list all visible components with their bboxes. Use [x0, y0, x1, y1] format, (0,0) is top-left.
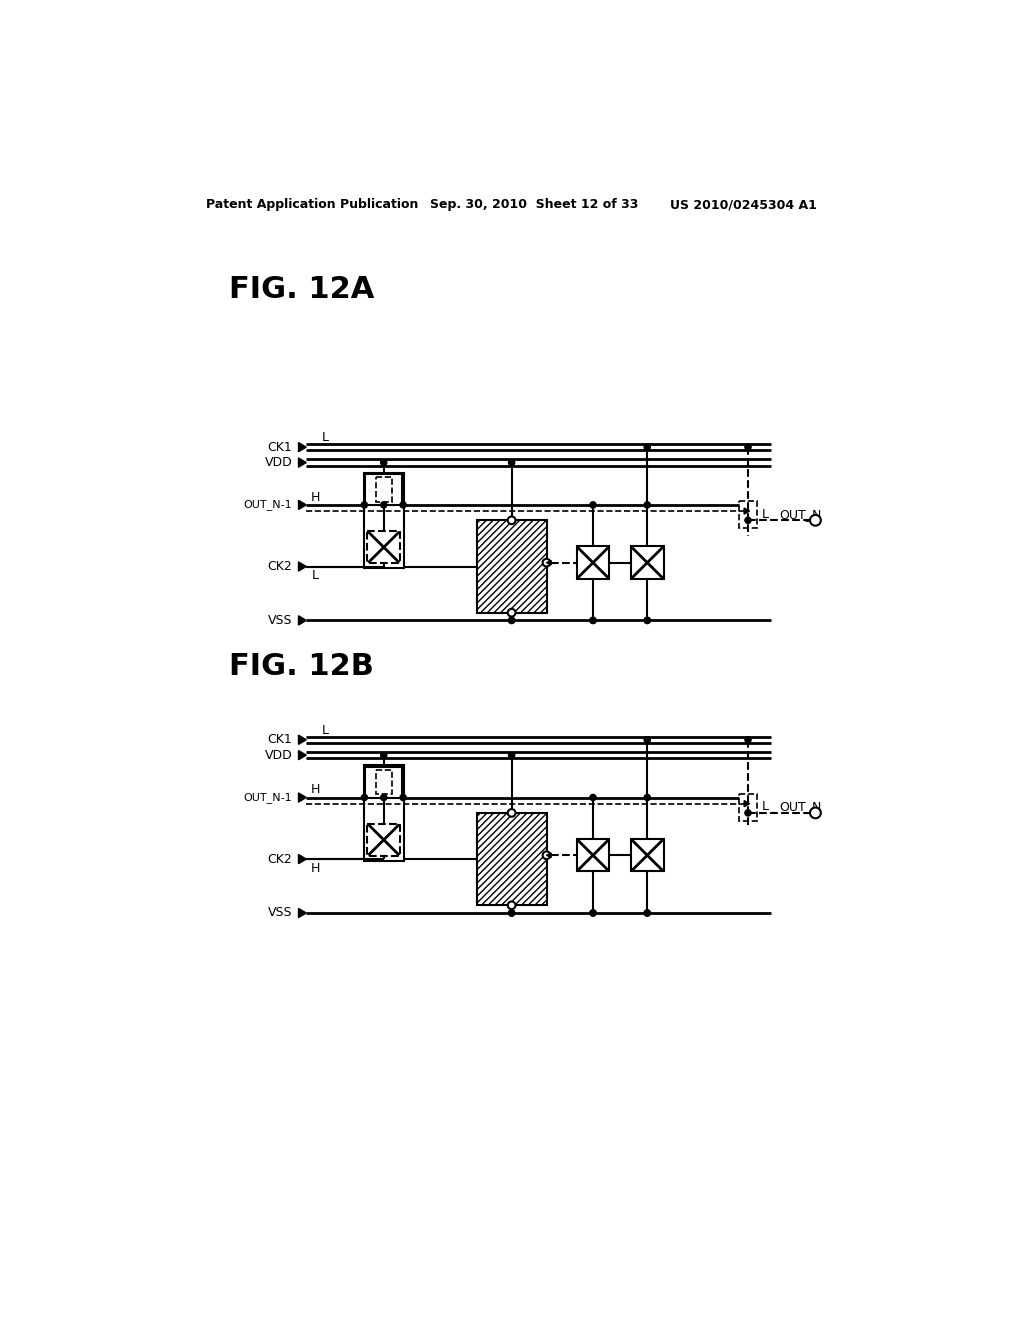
Bar: [577, 840, 609, 871]
Bar: [631, 840, 664, 871]
Circle shape: [400, 795, 407, 800]
Circle shape: [361, 502, 368, 508]
Circle shape: [509, 752, 515, 758]
Circle shape: [590, 618, 596, 623]
Text: US 2010/0245304 A1: US 2010/0245304 A1: [671, 198, 817, 211]
Text: FIG. 12A: FIG. 12A: [228, 275, 374, 304]
Polygon shape: [744, 800, 750, 807]
Circle shape: [543, 851, 550, 859]
Circle shape: [810, 808, 821, 818]
Circle shape: [644, 618, 650, 623]
Text: OUT_N: OUT_N: [779, 508, 821, 520]
Text: FIG. 12B: FIG. 12B: [228, 652, 374, 681]
Circle shape: [509, 909, 515, 916]
Polygon shape: [299, 442, 306, 451]
Polygon shape: [547, 853, 551, 858]
Text: CK2: CK2: [267, 560, 292, 573]
Polygon shape: [299, 615, 306, 626]
Text: L: L: [312, 569, 319, 582]
Circle shape: [543, 558, 550, 566]
Circle shape: [744, 809, 751, 816]
Circle shape: [508, 902, 515, 909]
Text: OUT_N: OUT_N: [779, 800, 821, 813]
Circle shape: [744, 737, 751, 743]
Text: OUT_N-1: OUT_N-1: [244, 499, 292, 511]
Bar: [477, 813, 547, 906]
Circle shape: [644, 795, 650, 800]
Text: L: L: [323, 432, 329, 445]
Bar: [739, 502, 757, 528]
Bar: [376, 478, 391, 502]
Bar: [376, 770, 391, 795]
Polygon shape: [299, 793, 306, 803]
Text: L: L: [323, 723, 329, 737]
Circle shape: [509, 618, 515, 623]
Text: CK1: CK1: [267, 441, 292, 454]
Bar: [368, 824, 400, 857]
Text: Sep. 30, 2010  Sheet 12 of 33: Sep. 30, 2010 Sheet 12 of 33: [430, 198, 639, 211]
Bar: [368, 531, 400, 564]
Circle shape: [644, 909, 650, 916]
Text: VDD: VDD: [264, 455, 292, 469]
Bar: [631, 546, 664, 578]
Bar: [477, 520, 547, 612]
Bar: [364, 473, 403, 568]
Polygon shape: [299, 458, 306, 467]
Text: H: H: [311, 491, 321, 504]
Circle shape: [590, 502, 596, 508]
Bar: [364, 766, 403, 861]
Polygon shape: [547, 560, 551, 565]
Circle shape: [508, 516, 515, 524]
Bar: [739, 793, 757, 821]
Bar: [366, 767, 402, 797]
Bar: [577, 546, 609, 578]
Circle shape: [744, 517, 751, 524]
Text: L: L: [762, 800, 769, 813]
Circle shape: [644, 909, 650, 916]
Text: H: H: [311, 783, 321, 796]
Text: L: L: [762, 508, 769, 520]
Circle shape: [508, 809, 515, 817]
Circle shape: [644, 502, 650, 508]
Polygon shape: [299, 562, 306, 572]
Circle shape: [361, 795, 368, 800]
Bar: [366, 474, 402, 506]
Circle shape: [381, 502, 387, 508]
Text: VSS: VSS: [268, 907, 292, 920]
Circle shape: [590, 795, 596, 800]
Circle shape: [509, 909, 515, 916]
Circle shape: [381, 752, 387, 758]
Circle shape: [508, 609, 515, 616]
Text: VDD: VDD: [264, 748, 292, 762]
Circle shape: [590, 618, 596, 623]
Circle shape: [644, 618, 650, 623]
Circle shape: [590, 909, 596, 916]
Circle shape: [644, 737, 650, 743]
Circle shape: [400, 502, 407, 508]
Polygon shape: [299, 500, 306, 510]
Circle shape: [381, 459, 387, 466]
Circle shape: [590, 909, 596, 916]
Text: Patent Application Publication: Patent Application Publication: [206, 198, 418, 211]
Text: CK1: CK1: [267, 733, 292, 746]
Polygon shape: [299, 735, 306, 744]
Circle shape: [509, 618, 515, 623]
Polygon shape: [299, 751, 306, 760]
Circle shape: [644, 444, 650, 450]
Text: VSS: VSS: [268, 614, 292, 627]
Polygon shape: [299, 854, 306, 863]
Circle shape: [744, 444, 751, 450]
Circle shape: [381, 795, 387, 800]
Circle shape: [509, 459, 515, 466]
Circle shape: [810, 515, 821, 525]
Polygon shape: [299, 908, 306, 917]
Polygon shape: [744, 508, 750, 515]
Text: CK2: CK2: [267, 853, 292, 866]
Text: H: H: [311, 862, 321, 875]
Text: OUT_N-1: OUT_N-1: [244, 792, 292, 803]
